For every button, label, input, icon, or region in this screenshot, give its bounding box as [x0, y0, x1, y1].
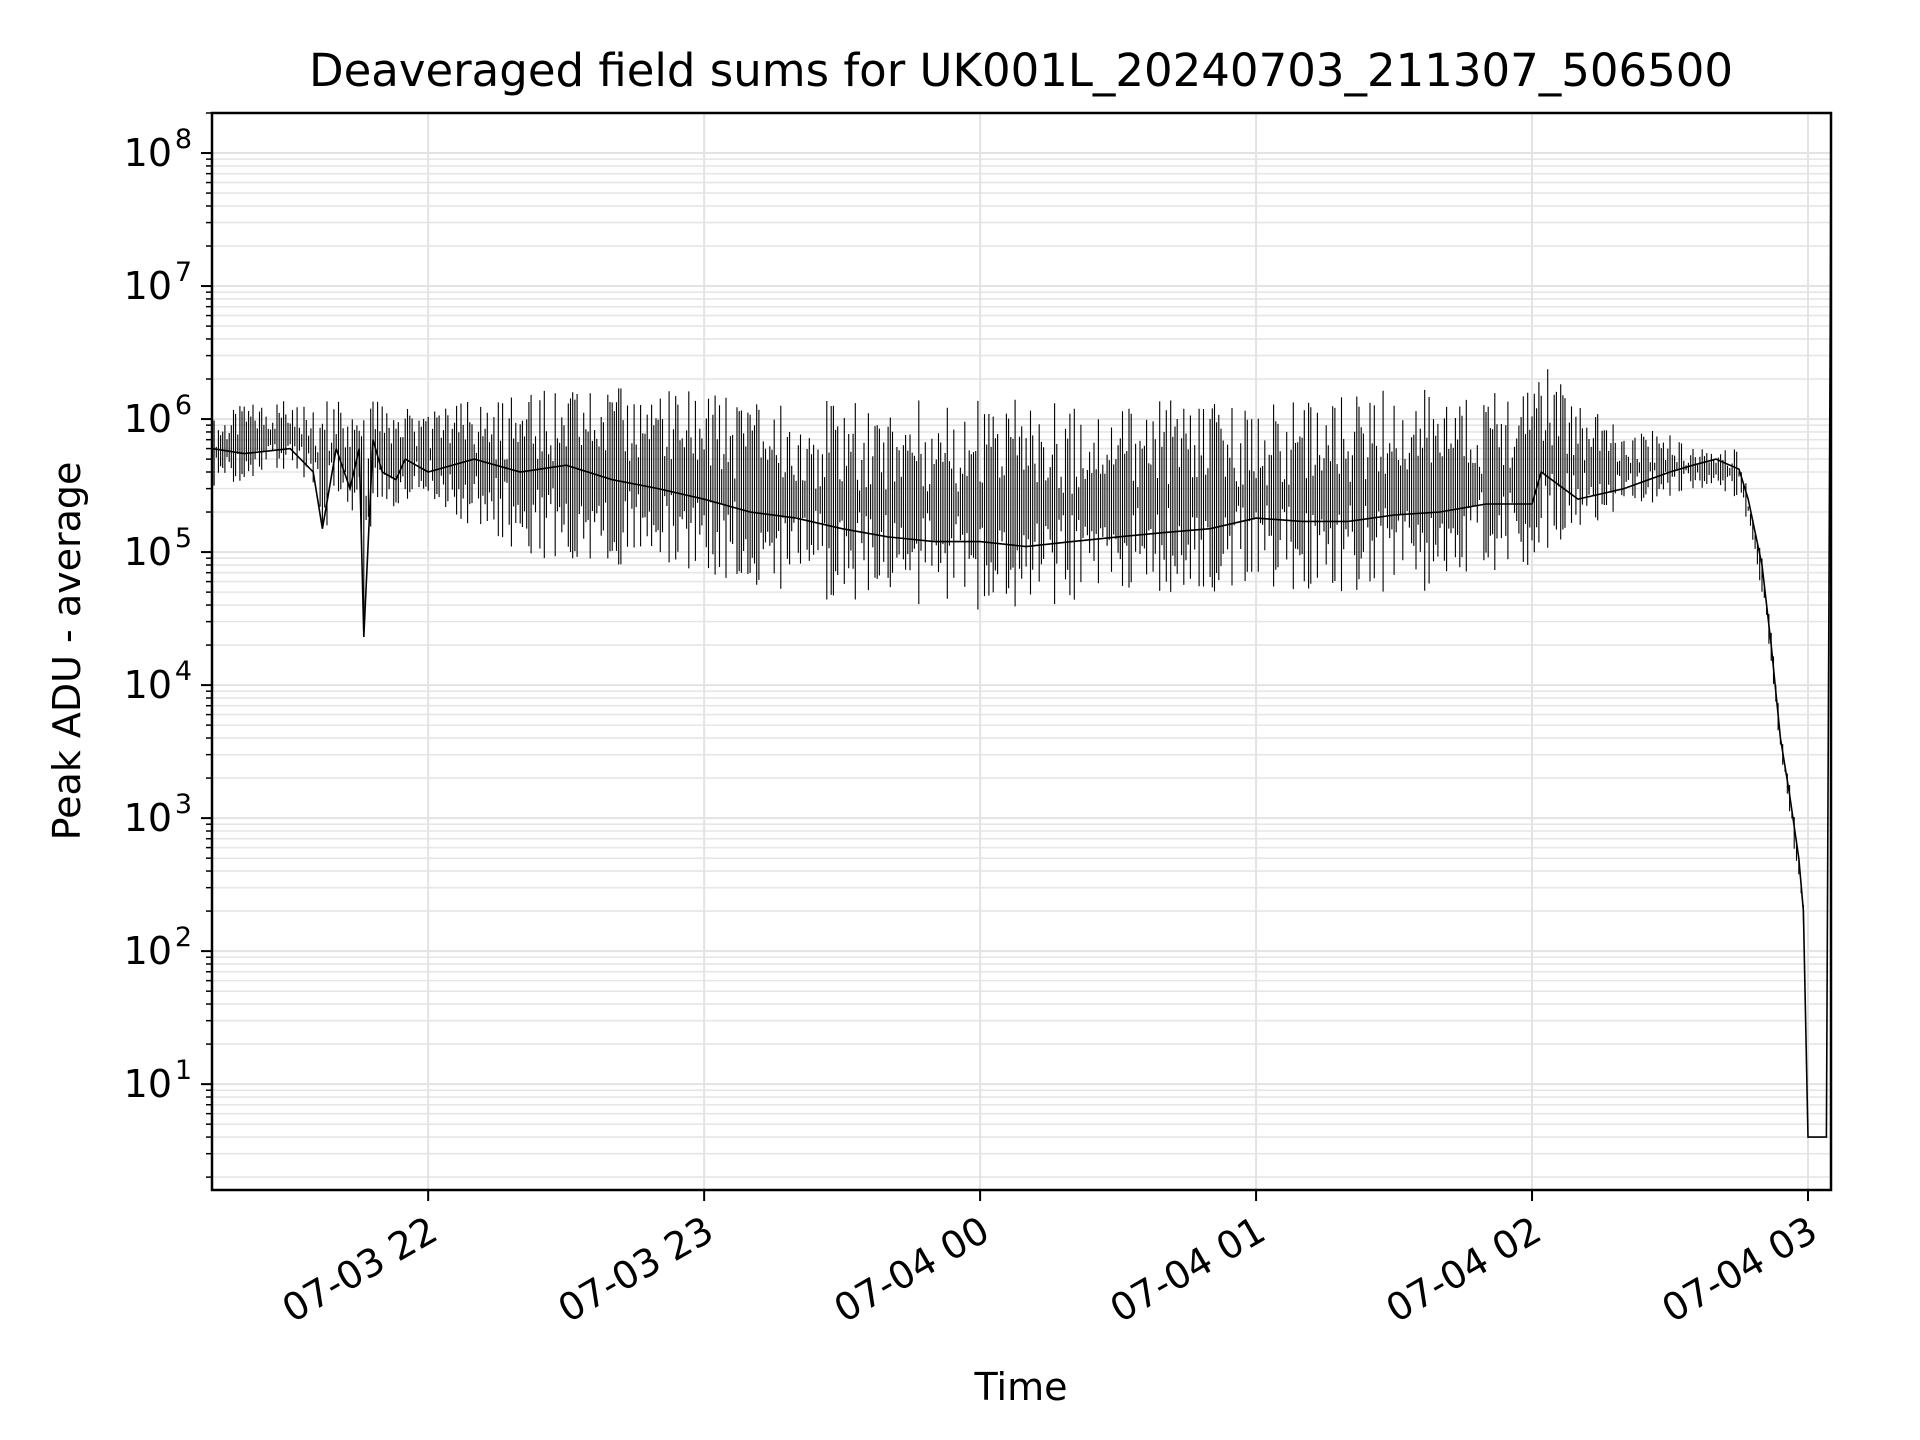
y-tick-exponent: 7	[175, 257, 192, 288]
y-tick-label: 10	[124, 131, 172, 175]
series-line-0	[211, 159, 1832, 1138]
grid	[212, 112, 1831, 1190]
y-axis-label: Peak ADU - average	[45, 462, 89, 841]
y-tick-exponent: 5	[175, 523, 192, 554]
y-tick-exponent: 1	[175, 1055, 192, 1086]
y-tick-label: 10	[124, 264, 172, 308]
y-tick-exponent: 3	[175, 789, 192, 820]
y-tick-label: 10	[124, 530, 172, 574]
plot-frame	[210, 111, 1833, 1192]
y-tick-label: 10	[124, 796, 172, 840]
y-tick-exponent: 6	[175, 390, 192, 421]
y-tick-exponent: 2	[175, 922, 192, 953]
x-axis-label: Time	[974, 1365, 1068, 1409]
y-tick-label: 10	[124, 1062, 172, 1106]
y-tick-exponent: 8	[175, 124, 192, 155]
y-tick-label: 10	[124, 397, 172, 441]
y-tick-exponent: 4	[175, 656, 192, 687]
y-tick-label: 10	[124, 663, 172, 707]
y-tick-label: 10	[124, 929, 172, 973]
chart-title: Deaveraged field sums for UK001L_2024070…	[309, 44, 1733, 97]
